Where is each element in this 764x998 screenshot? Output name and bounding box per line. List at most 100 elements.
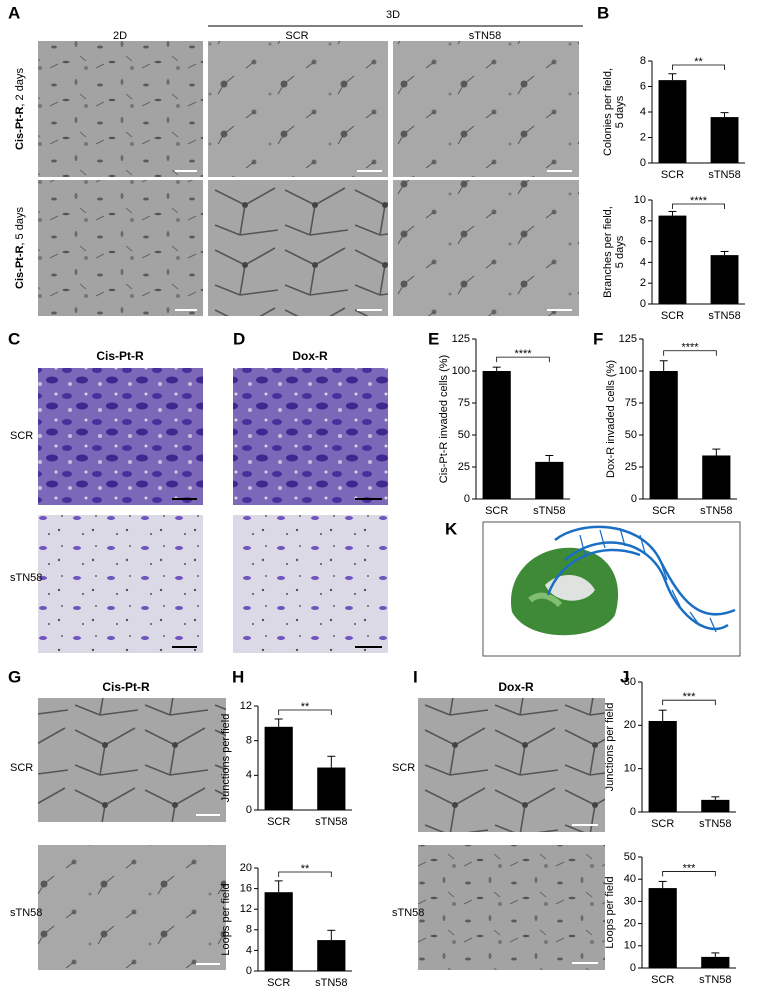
x-tick-label: sTN58	[699, 818, 731, 830]
y-tick-label: 6	[640, 80, 646, 92]
panel-label: C	[8, 329, 20, 348]
micrograph	[233, 368, 388, 505]
significance-label: ****	[681, 342, 699, 354]
x-tick-label: SCR	[267, 816, 290, 828]
y-tick-label: 30	[624, 895, 636, 907]
y-tick-label: 4	[640, 256, 646, 268]
error-bar	[274, 880, 283, 893]
y-tick-label: 6	[640, 236, 646, 248]
x-tick-label: SCR	[661, 169, 684, 181]
significance-label: **	[694, 56, 703, 68]
panel-label: G	[8, 667, 21, 686]
panel-title: Dox-R	[292, 349, 328, 363]
error-bar	[659, 360, 668, 371]
significance-label: ****	[514, 348, 532, 360]
micrograph	[418, 845, 605, 970]
y-tick-label: 0	[630, 806, 636, 818]
y-tick-label: 50	[624, 851, 636, 863]
x-tick-label: SCR	[661, 310, 684, 322]
row-label: sTN58	[10, 572, 42, 584]
bar	[701, 799, 730, 812]
y-axis-label: 5 days	[614, 235, 626, 268]
bar	[317, 767, 346, 810]
y-tick-label: 0	[640, 298, 646, 310]
bar	[264, 892, 293, 971]
y-axis-label: Dox-R invaded cells (%)	[605, 360, 617, 478]
micrograph	[418, 698, 605, 832]
significance-bracket	[662, 699, 716, 706]
x-tick-label: sTN58	[708, 310, 740, 322]
column-label: sTN58	[469, 30, 501, 42]
y-tick-label: 4	[246, 769, 252, 781]
y-tick-label: 2	[640, 277, 646, 289]
bar	[648, 888, 677, 968]
panel-label: I	[413, 667, 418, 686]
bar	[658, 80, 687, 163]
y-tick-label: 25	[458, 461, 470, 473]
bar	[702, 455, 731, 499]
significance-bracket	[496, 356, 550, 363]
row-label-text: , 2 days	[14, 68, 26, 107]
micrograph	[38, 368, 203, 505]
y-tick-label: 0	[246, 804, 252, 816]
column-label: 2D	[113, 30, 127, 42]
y-axis-label: Loops per field	[604, 876, 616, 948]
images	[38, 41, 605, 970]
x-tick-label: sTN58	[699, 974, 731, 986]
micrograph	[38, 698, 226, 822]
significance-bracket	[672, 64, 725, 70]
panel-label: A	[8, 3, 20, 22]
error-bar	[545, 454, 554, 462]
y-tick-label: 30	[624, 676, 636, 688]
structure-panel	[482, 521, 741, 657]
row-label: SCR	[392, 762, 415, 774]
y-tick-label: 75	[458, 397, 470, 409]
y-axis-label: Colonies per field,	[602, 68, 614, 156]
y-tick-label: 4	[246, 944, 252, 956]
bar	[482, 371, 511, 499]
y-tick-label: 75	[625, 397, 637, 409]
error-bar	[658, 709, 667, 721]
y-tick-label: 12	[240, 903, 252, 915]
error-bar	[668, 210, 677, 216]
panel-label: K	[445, 519, 458, 538]
x-tick-label: sTN58	[700, 505, 732, 517]
micrograph	[208, 180, 388, 316]
y-tick-label: 8	[246, 924, 252, 936]
scale-bars	[172, 498, 382, 648]
y-tick-label: 0	[631, 493, 637, 505]
error-bar	[712, 448, 721, 456]
bar	[648, 721, 677, 812]
error-bar	[711, 952, 720, 957]
bar	[535, 461, 564, 499]
y-tick-label: 2	[640, 131, 646, 143]
significance-bracket	[672, 203, 725, 209]
panel-label: D	[233, 329, 245, 348]
row-label-bold: Cis-Pt-R	[14, 107, 26, 150]
bar	[710, 117, 739, 163]
scale-bars	[175, 170, 598, 965]
y-tick-label: 20	[624, 918, 636, 930]
x-tick-label: sTN58	[315, 816, 347, 828]
y-tick-label: 0	[640, 157, 646, 169]
row-label: SCR	[10, 762, 33, 774]
significance-label: ***	[683, 691, 697, 703]
x-tick-label: sTN58	[708, 169, 740, 181]
column-label: SCR	[285, 30, 308, 42]
panel-label: H	[232, 667, 244, 686]
bar	[658, 215, 687, 304]
y-tick-label: 0	[246, 965, 252, 977]
micrograph	[38, 41, 203, 177]
significance-label: **	[301, 701, 310, 713]
y-tick-label: 40	[624, 873, 636, 885]
panel-label: J	[620, 667, 629, 686]
micrograph	[233, 515, 388, 653]
significance-bracket	[663, 350, 717, 356]
y-axis-label: Junctions per field	[220, 714, 232, 803]
row-label: sTN58	[392, 907, 424, 919]
panel-label: F	[593, 329, 603, 348]
x-tick-label: SCR	[651, 974, 674, 986]
bar	[710, 255, 739, 304]
y-tick-label: 125	[619, 333, 637, 345]
